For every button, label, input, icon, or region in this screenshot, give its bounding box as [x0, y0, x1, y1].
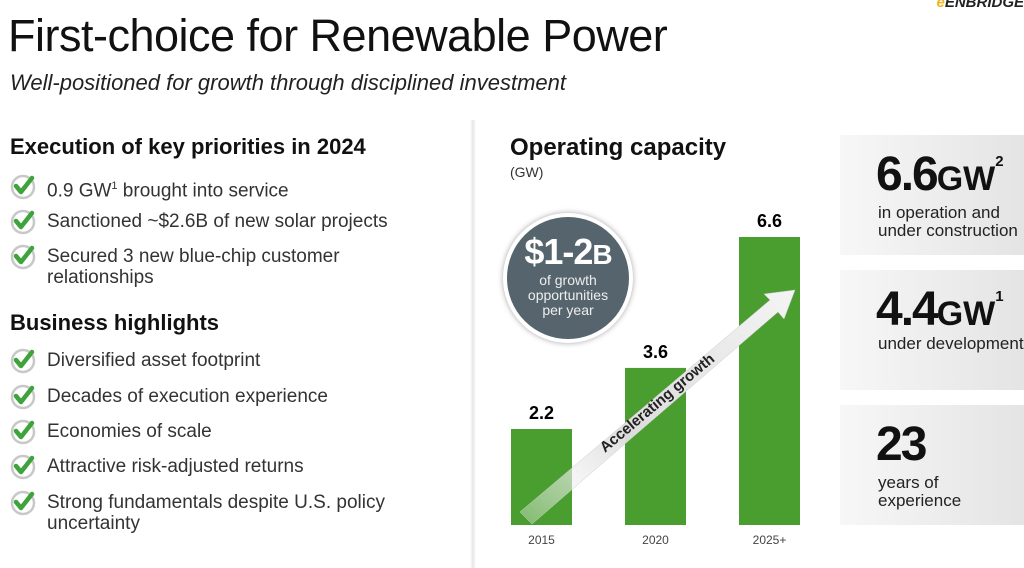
priority-text: 0.9 GW1 brought into service: [47, 180, 289, 202]
data-label: 6.6: [757, 211, 782, 231]
stat-description: under development: [878, 334, 1024, 353]
highlight-text: Strong fundamentals despite U.S. policy …: [47, 492, 385, 534]
highlight-text: Attractive risk-adjusted returns: [47, 456, 304, 477]
priority-item: 0.9 GW1 brought into service: [10, 173, 410, 202]
checkmark-icon: [10, 347, 37, 374]
highlight-text: Economies of scale: [47, 421, 212, 442]
category-label: 2025+: [753, 533, 787, 547]
enbridge-logo: eENBRIDGE: [936, 0, 1024, 11]
page-subtitle: Well-positioned for growth through disci…: [10, 70, 566, 95]
stat-value: 23: [876, 418, 927, 471]
stat-value: 4.4GW1: [876, 283, 1004, 336]
callout-text: of growth opportunities per year: [527, 272, 609, 318]
priority-item: Sanctioned ~$2.6B of new solar projects: [10, 208, 410, 235]
data-label: 3.6: [643, 342, 668, 362]
callout-value: $1-2: [524, 231, 593, 272]
highlight-item: Attractive risk-adjusted returns: [10, 453, 430, 480]
priority-text: Secured 3 new blue-chip customer relatio…: [47, 246, 340, 288]
chart-title: Operating capacity: [510, 134, 727, 161]
highlight-item: Diversified asset footprint: [10, 347, 430, 374]
highlight-text: Diversified asset footprint: [47, 350, 261, 371]
stat-panel: 4.4GW1 under development: [840, 270, 1024, 390]
priorities-heading: Execution of key priorities in 2024: [10, 134, 366, 159]
priority-item: Secured 3 new blue-chip customer relatio…: [10, 243, 410, 288]
stat-panel: 6.6GW2 in operation and under constructio…: [840, 135, 1024, 255]
checkmark-icon: [10, 243, 37, 270]
checkmark-icon: [10, 173, 37, 200]
checkmark-icon: [10, 453, 37, 480]
priority-text: Sanctioned ~$2.6B of new solar projects: [47, 211, 388, 232]
highlight-item: Decades of execution experience: [10, 383, 430, 410]
divider: [470, 120, 476, 568]
chart-unit: (GW): [510, 164, 544, 180]
checkmark-icon: [10, 489, 37, 516]
checkmark-icon: [10, 208, 37, 235]
checkmark-icon: [10, 383, 37, 410]
stat-description: years of experience: [878, 473, 962, 510]
highlights-heading: Business highlights: [10, 310, 220, 335]
bar-2025+: [739, 237, 800, 525]
stat-description: in operation and under construction: [878, 203, 1018, 240]
page-title: First-choice for Renewable Power: [8, 10, 668, 61]
category-label: 2020: [642, 533, 669, 547]
stat-panel: 23 years of experience: [840, 405, 1024, 525]
stat-value: 6.6GW2: [876, 148, 1004, 201]
checkmark-icon: [10, 418, 37, 445]
category-label: 2015: [528, 533, 555, 547]
data-label: 2.2: [529, 403, 554, 423]
highlight-item: Economies of scale: [10, 418, 430, 445]
highlight-item: Strong fundamentals despite U.S. policy …: [10, 489, 430, 534]
highlight-text: Decades of execution experience: [47, 386, 328, 407]
growth-callout-circle: $1-2B of growth opportunities per year: [503, 213, 633, 343]
